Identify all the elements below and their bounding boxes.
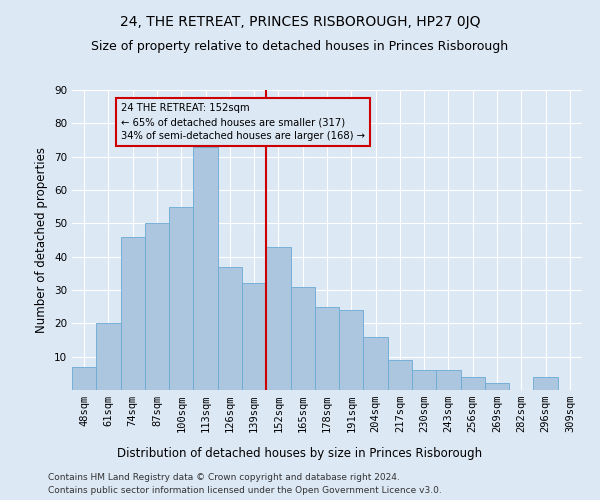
Text: Contains HM Land Registry data © Crown copyright and database right 2024.: Contains HM Land Registry data © Crown c… — [48, 474, 400, 482]
Bar — [388, 360, 412, 390]
Bar — [290, 286, 315, 390]
Bar — [72, 366, 96, 390]
Bar — [193, 146, 218, 390]
Bar — [218, 266, 242, 390]
Bar — [412, 370, 436, 390]
Bar — [461, 376, 485, 390]
Bar — [145, 224, 169, 390]
Text: Contains public sector information licensed under the Open Government Licence v3: Contains public sector information licen… — [48, 486, 442, 495]
Bar — [315, 306, 339, 390]
Text: Size of property relative to detached houses in Princes Risborough: Size of property relative to detached ho… — [91, 40, 509, 53]
Text: 24, THE RETREAT, PRINCES RISBOROUGH, HP27 0JQ: 24, THE RETREAT, PRINCES RISBOROUGH, HP2… — [120, 15, 480, 29]
Text: Distribution of detached houses by size in Princes Risborough: Distribution of detached houses by size … — [118, 447, 482, 460]
Bar — [242, 284, 266, 390]
Bar — [485, 384, 509, 390]
Bar — [169, 206, 193, 390]
Bar — [121, 236, 145, 390]
Bar — [339, 310, 364, 390]
Bar — [364, 336, 388, 390]
Bar — [266, 246, 290, 390]
Bar — [436, 370, 461, 390]
Text: 24 THE RETREAT: 152sqm
← 65% of detached houses are smaller (317)
34% of semi-de: 24 THE RETREAT: 152sqm ← 65% of detached… — [121, 104, 365, 142]
Bar — [96, 324, 121, 390]
Y-axis label: Number of detached properties: Number of detached properties — [35, 147, 49, 333]
Bar — [533, 376, 558, 390]
